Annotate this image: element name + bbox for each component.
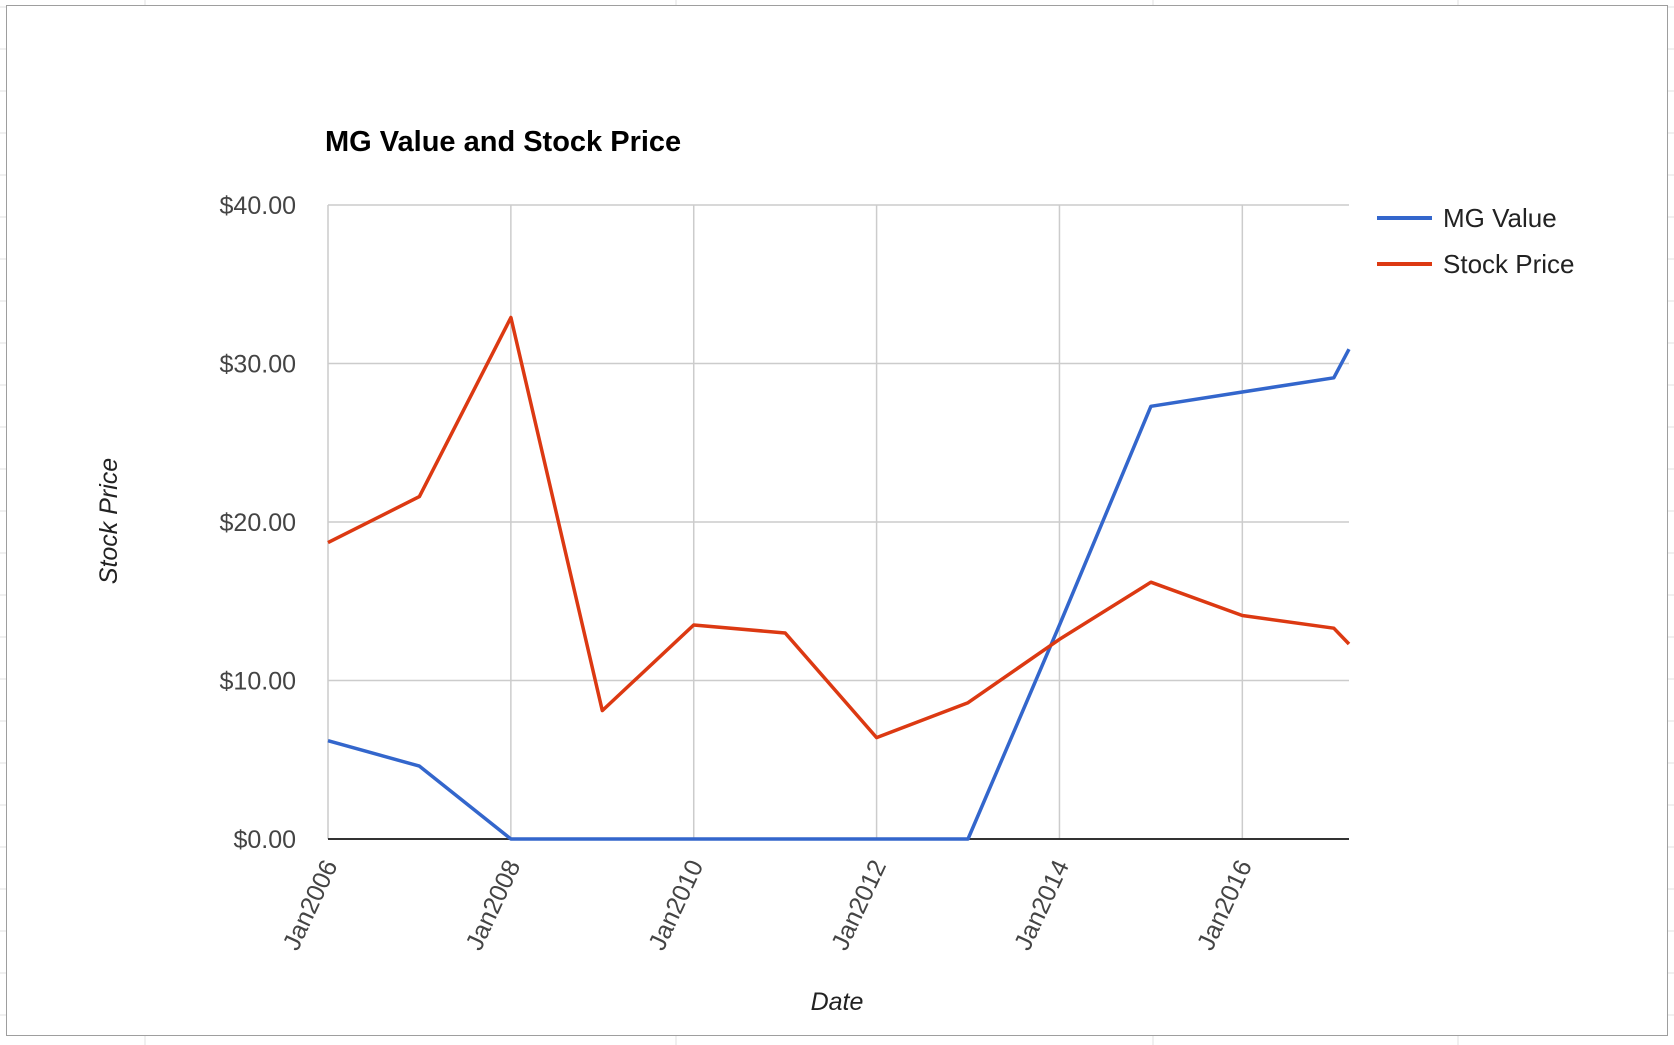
y-tick-label: $40.00 <box>220 192 296 220</box>
series-lines <box>327 315 1351 841</box>
legend[interactable]: MG Value Stock Price <box>1377 203 1575 279</box>
series-line-stock-price[interactable] <box>327 315 1351 740</box>
legend-item-stock-price[interactable]: Stock Price <box>1377 249 1575 279</box>
x-axis-title: Date <box>811 988 864 1016</box>
x-tick-label: Jan2006 <box>278 856 344 955</box>
x-tick-label: Jan2008 <box>460 856 526 955</box>
x-tick-label: Jan2014 <box>1009 856 1075 955</box>
x-tick-label: Jan2012 <box>826 856 892 955</box>
y-axis-title: Stock Price <box>95 458 123 584</box>
chart-container[interactable] <box>6 5 1668 1036</box>
gridlines <box>327 204 1349 839</box>
y-axis-tick-labels: $0.00 $10.00 $20.00 $30.00 $40.00 <box>220 192 296 854</box>
series-line-mg-value[interactable] <box>327 348 1351 841</box>
x-axis-tick-labels: Jan2006 Jan2008 Jan2010 Jan2012 Jan2014 Jan20… <box>278 856 1258 955</box>
x-tick-label: Jan2010 <box>643 856 709 955</box>
y-tick-label: $20.00 <box>220 509 296 537</box>
y-tick-label: $30.00 <box>220 351 296 379</box>
y-tick-label: $0.00 <box>233 826 296 854</box>
legend-item-mg-value[interactable]: MG Value <box>1377 203 1557 233</box>
legend-label-stock-price: Stock Price <box>1443 249 1575 279</box>
legend-label-mg-value: MG Value <box>1443 203 1557 233</box>
y-tick-label: $10.00 <box>220 668 296 696</box>
x-tick-label: Jan2016 <box>1192 856 1258 955</box>
chart-title: MG Value and Stock Price <box>325 126 681 158</box>
